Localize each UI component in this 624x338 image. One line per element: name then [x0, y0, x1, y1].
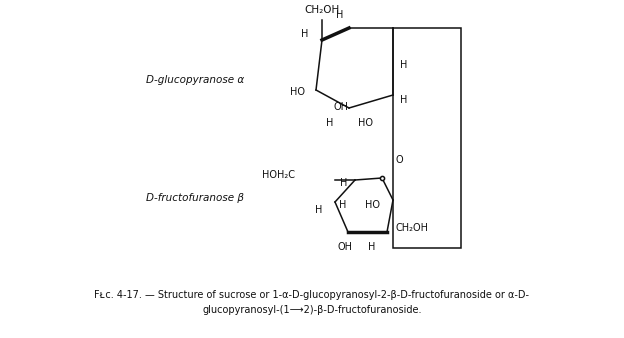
Text: HO: HO [290, 87, 305, 97]
Text: CH₂OH: CH₂OH [396, 223, 429, 233]
Text: H: H [368, 242, 376, 252]
Text: D-glucopyranose α: D-glucopyranose α [146, 75, 244, 85]
Text: H: H [326, 118, 334, 128]
Text: OH: OH [334, 102, 349, 112]
Text: H: H [400, 95, 407, 105]
Text: CH₂OH: CH₂OH [305, 5, 339, 15]
Text: glucopyranosyl-(1⟶2)-β-D-fructofuranoside.: glucopyranosyl-(1⟶2)-β-D-fructofuranosid… [202, 305, 422, 315]
Text: HOH₂C: HOH₂C [262, 170, 295, 180]
Text: H: H [400, 60, 407, 70]
Text: H: H [314, 205, 322, 215]
Text: H: H [301, 29, 308, 39]
Text: D-fructofuranose β: D-fructofuranose β [146, 193, 244, 203]
Text: OH: OH [338, 242, 353, 252]
Text: H: H [339, 200, 346, 210]
Text: HO: HO [365, 200, 380, 210]
Text: Fᴌᴄ. 4-17. — Structure of sucrose or 1-α-D-glucopyranosyl-2-β-D-fructofuranoside: Fᴌᴄ. 4-17. — Structure of sucrose or 1-α… [94, 290, 530, 300]
Text: H: H [336, 10, 344, 20]
Text: HO: HO [358, 118, 373, 128]
Text: O: O [396, 155, 404, 165]
Text: H: H [340, 178, 348, 188]
